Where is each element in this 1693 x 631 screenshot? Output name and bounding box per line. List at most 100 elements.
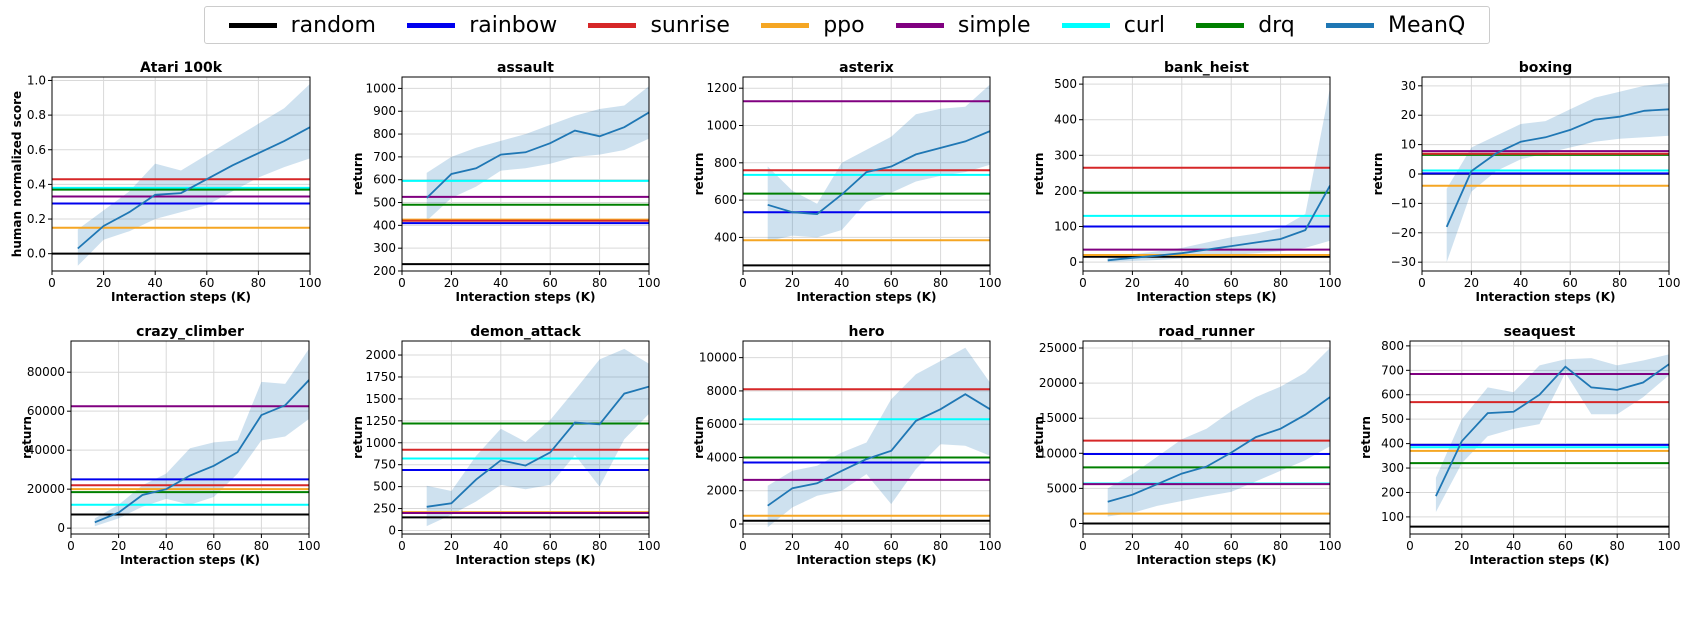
x-tick-label: 60 bbox=[884, 276, 899, 290]
x-tick-label: 80 bbox=[251, 276, 266, 290]
y-tick-label: 600 bbox=[714, 193, 737, 207]
plot-frame bbox=[1409, 340, 1670, 535]
y-tick-label: 5000 bbox=[1046, 481, 1077, 495]
x-tick-label: 80 bbox=[254, 539, 269, 553]
y-tick-label: 800 bbox=[1381, 339, 1404, 353]
x-axis-label: Interaction steps (K) bbox=[1475, 290, 1615, 304]
x-tick-label: 100 bbox=[1319, 276, 1342, 290]
y-tick-label: 200 bbox=[1381, 485, 1404, 499]
y-tick-label: 1750 bbox=[365, 370, 396, 384]
x-tick-label: 40 bbox=[1506, 539, 1521, 553]
y-tick-label: 800 bbox=[714, 156, 737, 170]
y-tick-label: 0.8 bbox=[27, 108, 46, 122]
legend-swatch bbox=[1061, 22, 1110, 28]
y-tick-label: 1.0 bbox=[27, 73, 46, 87]
y-tick-label: 10000 bbox=[699, 351, 737, 365]
x-tick-label: 100 bbox=[299, 276, 322, 290]
x-tick-label: 0 bbox=[1079, 539, 1087, 553]
panel-demon-attack: 0 20 40 60 80 1000250500750100012501500175020… bbox=[351, 324, 660, 567]
panel-bank-heist: 0 20 40 60 80 100 0 100 200 300 400 500 bank_heist In… bbox=[1032, 60, 1341, 304]
legend-item-random: random bbox=[228, 12, 376, 38]
x-tick-label: 100 bbox=[1658, 276, 1681, 290]
x-tick-label: 40 bbox=[493, 276, 508, 290]
meanq-band bbox=[94, 348, 309, 527]
legend-swatch bbox=[1196, 22, 1245, 28]
x-axis-label: Interaction steps (K) bbox=[111, 290, 251, 304]
plot-frame bbox=[742, 76, 991, 272]
y-tick-label: 400 bbox=[373, 218, 396, 232]
y-tick-label: 2000 bbox=[706, 484, 737, 498]
y-axis-label: return bbox=[351, 416, 365, 459]
x-tick-label: 60 bbox=[199, 276, 214, 290]
y-tick-label: −10 bbox=[1391, 196, 1416, 210]
x-tick-label: 20 bbox=[444, 276, 459, 290]
legend-label: random bbox=[290, 12, 376, 38]
meanq-band bbox=[426, 86, 649, 221]
y-tick-label: 0 bbox=[57, 521, 65, 535]
x-tick-label: 100 bbox=[1658, 539, 1681, 553]
x-tick-label: 40 bbox=[148, 276, 163, 290]
panel-assault: 0 20 40 60 80 100 200 300 400 500 600 700 800 900 1000… bbox=[351, 60, 660, 304]
legend-swatch bbox=[407, 22, 456, 28]
x-tick-label: 80 bbox=[1610, 539, 1625, 553]
meanq-line bbox=[1107, 396, 1330, 503]
y-tick-label: 6000 bbox=[706, 417, 737, 431]
y-tick-label: 0.2 bbox=[27, 212, 46, 226]
y-tick-label: 700 bbox=[1381, 363, 1404, 377]
legend-swatch bbox=[761, 22, 810, 28]
legend-swatch bbox=[895, 22, 944, 28]
legend-item-ppo: ppo bbox=[761, 13, 865, 38]
meanq-line bbox=[426, 385, 649, 508]
chart-title: demon_attack bbox=[470, 324, 581, 340]
x-tick-label: 0 bbox=[739, 276, 747, 290]
meanq-band bbox=[1435, 354, 1669, 512]
x-axis-label: Interaction steps (K) bbox=[1136, 553, 1276, 567]
plot-frame bbox=[51, 76, 311, 272]
meanq-band bbox=[1446, 82, 1669, 263]
y-tick-label: 1200 bbox=[706, 81, 737, 95]
legend-label: sunrise bbox=[650, 12, 730, 38]
y-tick-label: 1250 bbox=[365, 414, 396, 428]
legend-item-drq: drq bbox=[1196, 13, 1295, 38]
x-tick-label: 0 bbox=[1418, 276, 1426, 290]
chart-title: bank_heist bbox=[1164, 60, 1249, 76]
x-tick-label: 60 bbox=[1558, 539, 1573, 553]
y-axis-label: return bbox=[692, 153, 706, 196]
y-tick-label: 200 bbox=[373, 264, 396, 278]
x-axis-label: Interaction steps (K) bbox=[455, 290, 595, 304]
panel-hero: 0 20 40 60 80 100 0 2000 4000 6000 8000 10000 hero In… bbox=[692, 324, 1001, 567]
y-axis-label: human normalized score bbox=[10, 91, 24, 257]
x-tick-label: 40 bbox=[834, 276, 849, 290]
y-tick-label: 0 bbox=[1069, 255, 1077, 269]
x-tick-label: 20 bbox=[1125, 276, 1140, 290]
x-tick-label: 20 bbox=[1125, 539, 1140, 553]
x-tick-label: 60 bbox=[543, 276, 558, 290]
x-tick-label: 20 bbox=[1464, 276, 1479, 290]
panel-seaquest: 0 20 40 60 80 100 100 200 300 400 500 600 700 800 seaq… bbox=[1359, 324, 1680, 567]
meanq-band bbox=[767, 84, 990, 242]
x-tick-label: 20 bbox=[111, 539, 126, 553]
panel-atari-100k: 0 20 40 60 80 100 0.0 0.2 0.4 0.6 0.8 1.0 Atari 100k… bbox=[10, 60, 321, 304]
y-tick-label: 8000 bbox=[706, 384, 737, 398]
y-tick-label: 15000 bbox=[1039, 411, 1077, 425]
y-tick-label: 100 bbox=[1054, 220, 1077, 234]
y-tick-label: 1000 bbox=[365, 81, 396, 95]
y-tick-label: 750 bbox=[373, 458, 396, 472]
x-tick-label: 80 bbox=[933, 539, 948, 553]
x-tick-label: 60 bbox=[1224, 276, 1239, 290]
x-axis-label: Interaction steps (K) bbox=[796, 553, 936, 567]
y-tick-label: 0.0 bbox=[27, 247, 46, 261]
y-tick-label: 900 bbox=[373, 104, 396, 118]
legend-label: simple bbox=[957, 12, 1031, 38]
y-tick-label: 0 bbox=[1069, 516, 1077, 530]
y-tick-label: 600 bbox=[373, 173, 396, 187]
x-tick-label: 100 bbox=[979, 276, 1002, 290]
chart-title: hero bbox=[849, 324, 885, 340]
x-tick-label: 100 bbox=[979, 539, 1002, 553]
x-tick-label: 60 bbox=[1563, 276, 1578, 290]
chart-title: Atari 100k bbox=[140, 60, 223, 76]
y-tick-label: 700 bbox=[373, 150, 396, 164]
meanq-band bbox=[767, 347, 990, 528]
x-tick-label: 20 bbox=[1454, 539, 1469, 553]
